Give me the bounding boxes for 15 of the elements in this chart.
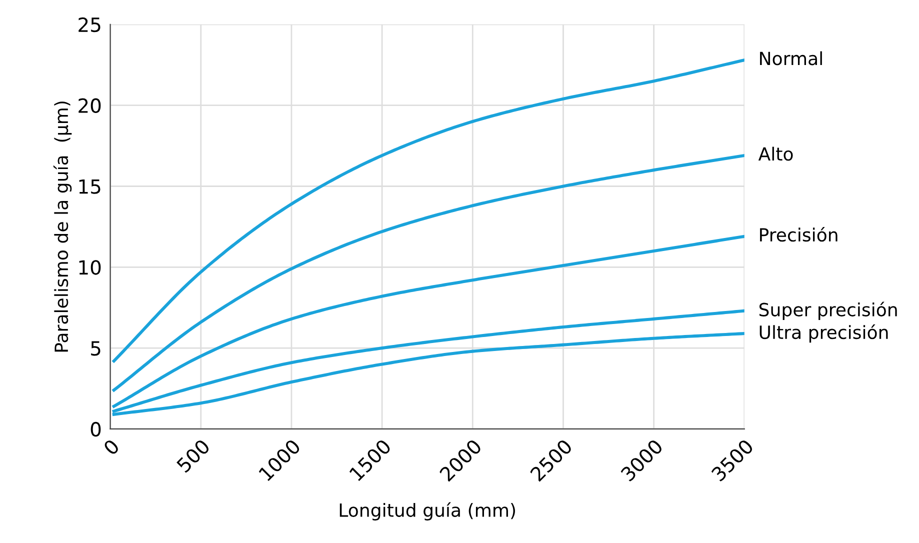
x-tick-label: 0 <box>102 438 120 456</box>
x-axis-title: Longitud guía (mm) <box>340 502 515 520</box>
y-axis-title: Paralelismo de la guía (μm) <box>53 102 72 352</box>
x-tick-label: 500 <box>176 438 211 474</box>
y-tick-label: 5 <box>91 341 100 356</box>
series-label: Super precisión <box>759 302 897 320</box>
series-label: Alto <box>758 146 793 161</box>
y-tick-label: 0 <box>90 422 101 437</box>
y-tick-label: 15 <box>79 179 100 194</box>
y-tick-label: 20 <box>78 98 101 114</box>
y-tick-label: 10 <box>79 260 101 275</box>
series-label: Ultra precisión <box>760 324 888 343</box>
series-label: Precisión <box>760 226 838 242</box>
y-tick-label: 25 <box>78 17 100 32</box>
series-label: Normal <box>760 51 822 66</box>
